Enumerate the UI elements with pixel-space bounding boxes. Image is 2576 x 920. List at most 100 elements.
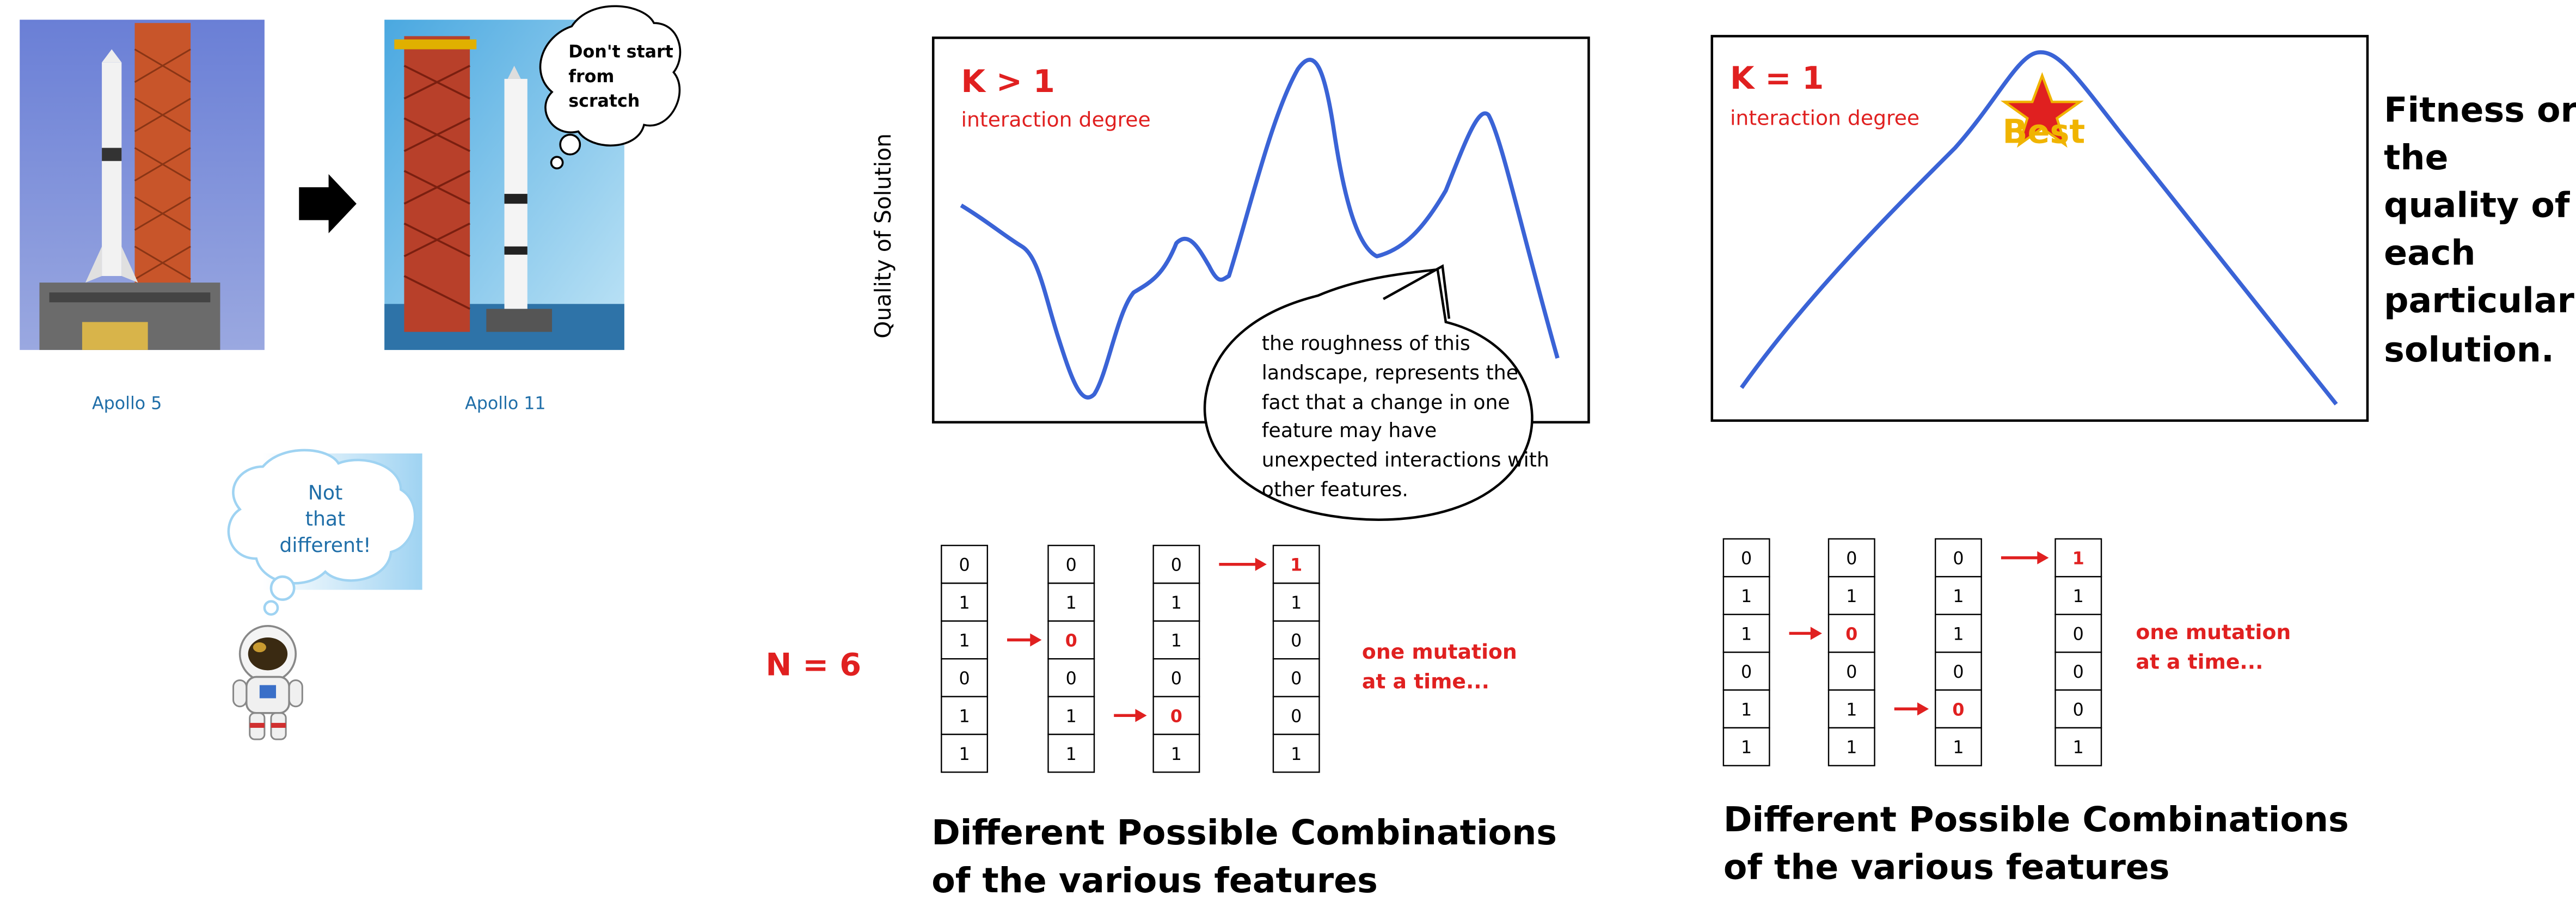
bit-value: 1	[1290, 556, 1302, 575]
bit-cell	[1272, 696, 1320, 735]
arrow-head-icon	[1255, 557, 1267, 571]
side-line-4: each	[2384, 232, 2475, 273]
star-icon	[2000, 72, 2084, 148]
bit-cell	[2054, 727, 2102, 766]
bit-value: 1	[1291, 593, 1302, 613]
arrow-head-icon	[1917, 702, 1929, 716]
bit-value: 1	[1846, 587, 1857, 606]
bit-cell	[1272, 544, 1320, 584]
bit-value: 0	[1953, 663, 1964, 682]
bit-cell	[1272, 733, 1320, 773]
bit-value: 0	[1741, 549, 1752, 569]
best-label: Best	[2003, 113, 2086, 151]
y-axis-label: Quality of Solution	[870, 133, 896, 339]
bit-value: 0	[1066, 556, 1077, 575]
bit-cell	[1934, 689, 1982, 729]
callout-line-3: fact that a change in one	[1262, 390, 1510, 414]
side-line-1: Fitness or	[2384, 89, 2576, 130]
bit-value: 1	[1741, 738, 1752, 758]
callout-line-5: unexpected interactions with	[1262, 448, 1549, 471]
bit-cell	[1152, 582, 1200, 622]
k-sublabel-rugged: interaction degree	[961, 107, 1151, 131]
bit-cell	[2054, 651, 2102, 691]
k-label-smooth: K = 1	[1730, 60, 1824, 96]
bit-value: 0	[2073, 700, 2084, 720]
astronaut-icon	[232, 625, 303, 740]
bit-value: 1	[1741, 587, 1752, 606]
bit-cell	[1827, 727, 1875, 766]
bit-cell	[2054, 538, 2102, 578]
bit-value: 1	[1846, 738, 1857, 758]
bit-value: 1	[2073, 587, 2084, 606]
apollo5-photo	[20, 20, 265, 350]
speech-line-1: Don't start	[568, 42, 673, 62]
bit-cell	[1152, 733, 1200, 773]
bit-value: 1	[1171, 593, 1182, 613]
bit-value: 1	[1741, 625, 1752, 645]
smooth-fitness-curve	[1740, 50, 2338, 406]
bit-cell	[1047, 544, 1095, 584]
side-line-2: the	[2384, 137, 2448, 177]
caption-smooth-2: of the various features	[1724, 847, 2170, 887]
bit-cell	[1272, 620, 1320, 660]
thought-line-3: different!	[279, 533, 371, 557]
bit-value: 0	[1291, 631, 1302, 651]
speech-line-3: scratch	[568, 91, 640, 111]
bit-cell	[2054, 576, 2102, 615]
bit-cell	[1827, 651, 1875, 691]
bit-value: 1	[1953, 625, 1964, 645]
bit-columns-smooth: 0 1 1 0 1 1 0 1 0 0 1 1 0 1 1 0 0 1 1 1 0 0 0 1	[1722, 538, 2102, 766]
rugged-fitness-curve	[960, 58, 1560, 400]
bit-value: 0	[1845, 625, 1857, 645]
k-label-rugged: K > 1	[961, 63, 1055, 100]
bit-value: 0	[959, 556, 970, 575]
apollo5-caption: Apollo 5	[92, 394, 162, 413]
bit-value: 1	[959, 631, 970, 651]
k-sublabel-smooth: interaction degree	[1730, 106, 1919, 130]
bit-cell	[1722, 651, 1770, 691]
callout-line-4: feature may have	[1262, 419, 1437, 442]
bit-value: 1	[1953, 587, 1964, 606]
arrow-head-icon	[1135, 709, 1147, 722]
bit-cell	[1152, 658, 1200, 697]
bit-cell	[2054, 689, 2102, 729]
bit-value: 0	[2073, 663, 2084, 682]
bit-cell	[1934, 614, 1982, 653]
bit-value: 1	[1171, 631, 1182, 651]
n-label: N = 6	[765, 646, 861, 683]
bit-cell	[1934, 651, 1982, 691]
bit-value: 0	[2073, 625, 2084, 645]
callout-line-1: the roughness of this	[1262, 332, 1470, 355]
mutation-note-rugged-1: one mutation	[1362, 640, 1517, 664]
roughness-callout: the roughness of this landscape, represe…	[1203, 264, 1549, 521]
bit-value: 1	[959, 593, 970, 613]
right-arrow-icon	[299, 174, 357, 234]
bit-cell	[1272, 658, 1320, 697]
side-line-5: particular	[2384, 280, 2574, 320]
bit-value: 1	[1066, 745, 1077, 764]
thought-bubble: Not that different!	[227, 449, 422, 616]
bit-columns-rugged: 0 1 1 0 1 1 0 1 0 0 1 1 0 1 1 0 0 1 1 1 0 0 0 1	[941, 544, 1320, 773]
bit-value: 0	[1291, 669, 1302, 689]
bit-value: 1	[1291, 745, 1302, 764]
mutation-note-rugged-2: at a time...	[1362, 670, 1489, 694]
bit-cell	[1722, 689, 1770, 729]
bit-cell	[1152, 544, 1200, 584]
thought-line-1: Not	[308, 481, 342, 504]
bit-cell	[1047, 733, 1095, 773]
arrow-head-icon	[1030, 633, 1042, 647]
bit-cell	[941, 733, 989, 773]
bit-value: 1	[1171, 745, 1182, 764]
bit-cell	[1827, 689, 1875, 729]
speech-bubble: Don't start from scratch	[539, 5, 682, 170]
fitness-side-text: Fitness or the quality of each particula…	[2384, 89, 2576, 370]
bit-value: 0	[1953, 549, 1964, 569]
bit-value: 0	[1171, 556, 1182, 575]
bit-cell	[1934, 538, 1982, 578]
bit-value: 0	[1291, 707, 1302, 726]
bit-value: 1	[1741, 700, 1752, 720]
bit-value: 0	[1952, 700, 1964, 720]
bit-value: 1	[1953, 738, 1964, 758]
bit-value: 1	[959, 745, 970, 764]
bit-cell	[941, 696, 989, 735]
